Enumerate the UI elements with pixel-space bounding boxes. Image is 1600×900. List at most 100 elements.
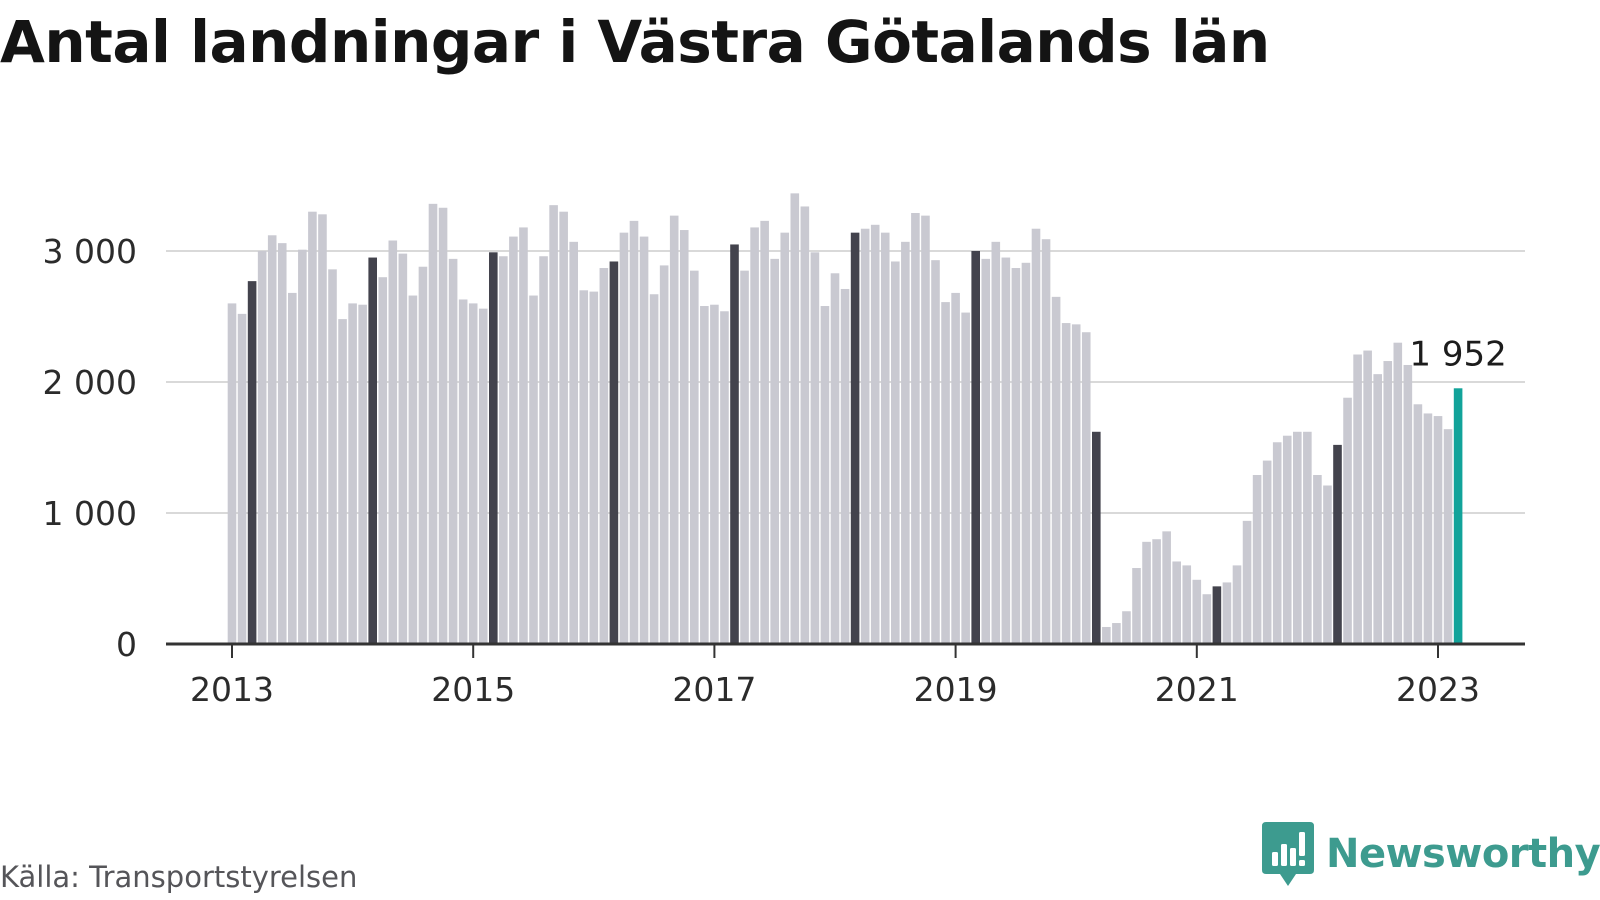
bar [529,295,538,644]
bar [1353,354,1362,644]
axes [166,642,1525,658]
bar [308,211,317,644]
bar [549,205,558,644]
bar [1252,475,1262,644]
bar [559,211,568,644]
bar [1192,579,1202,644]
chart-logo-icon [1262,822,1314,886]
bar [1051,296,1061,644]
bar [780,232,790,644]
bar [277,243,287,644]
bar [1453,388,1463,644]
y-tick-label: 2 000 [43,363,137,402]
bar [478,308,488,644]
bar [1403,364,1413,644]
x-tick-label: 2013 [190,670,274,709]
bar [730,244,739,644]
bar [458,299,468,644]
bar [700,306,709,644]
bar [1212,586,1222,644]
bar [760,220,769,644]
bar [740,270,749,644]
bar [468,303,478,644]
bar [418,266,428,644]
bar [931,260,940,644]
bar [840,288,850,644]
bar [1343,397,1352,644]
bar [1041,239,1051,644]
y-axis-labels: 0 1 000 2 000 3 000 [43,232,137,664]
bar [1071,324,1081,644]
bar [267,235,277,644]
bar [629,220,639,644]
bar [328,269,337,644]
bar [1443,429,1453,644]
bar [509,236,518,644]
bar [589,291,599,644]
y-tick-label: 3 000 [43,232,137,271]
bar [860,228,870,645]
latest-value-label: 1 952 [1409,334,1506,374]
bar [1363,350,1372,644]
bar [891,261,900,644]
bar [1122,611,1131,644]
y-tick-label: 0 [116,625,137,664]
bar [659,265,669,644]
bar [850,232,860,644]
bar [1162,531,1171,644]
bar [288,292,297,644]
bar [1102,626,1111,644]
bar [1423,413,1433,644]
bar [1242,520,1252,644]
bar [649,294,659,644]
bar [408,295,418,644]
bar [298,249,307,644]
x-axis-labels: 2013 2015 2017 2019 2021 2023 [190,670,1480,709]
bar [1262,460,1272,644]
bar [1142,541,1151,644]
bar [981,258,991,644]
bar [539,256,548,644]
bar [398,253,408,644]
bar [1313,475,1322,644]
bar [1222,582,1232,644]
bar [1092,431,1101,644]
bar [579,290,589,644]
bar [639,236,649,644]
bar [1293,431,1302,644]
bar [318,214,327,644]
bar [710,304,719,644]
x-tick-label: 2023 [1396,670,1480,709]
bar [690,270,699,644]
bar [941,302,950,644]
bar [1001,257,1011,644]
bar [358,304,367,644]
bar [1333,444,1342,644]
bar [428,203,438,644]
bar [961,312,970,644]
bar [1433,416,1443,644]
bar [1303,431,1312,644]
bar [1081,332,1091,644]
bar [1323,485,1332,644]
bar [599,268,609,644]
bar [1061,323,1071,644]
bar [770,258,779,644]
brand-logo: Newsworthy [1262,822,1600,886]
x-tick-label: 2015 [431,670,515,709]
bar [720,311,729,644]
bar [669,215,679,644]
x-tick-label: 2017 [672,670,756,709]
bar [569,241,578,644]
bar [499,256,508,644]
bar [750,227,759,645]
bar [1172,561,1181,644]
bar [619,232,629,644]
bar [378,277,388,644]
bar [348,303,357,644]
bar [1031,228,1041,645]
bar [1373,374,1382,644]
bar [1202,594,1212,644]
bar [1282,435,1292,644]
